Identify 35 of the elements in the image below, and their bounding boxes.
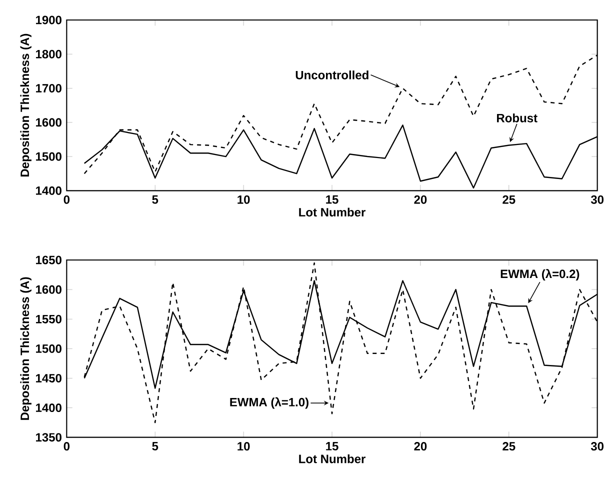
annotation: Uncontrolled [296,70,368,80]
x-tick-label: 20 [414,442,427,451]
y-tick-label: 1600 [36,285,62,294]
y-tick-label: 1500 [36,344,62,353]
x-tick-label: 0 [64,195,70,204]
x-tick-label: 25 [502,195,516,204]
x-tick-label: 5 [152,442,158,450]
x-tick-label: 30 [590,195,604,204]
annotation: EWMA (λ=0.2) [500,269,580,281]
x-tick-label: 5 [152,195,158,204]
x-axis-title: Lot Number [299,454,366,464]
y-tick-label: 1650 [36,256,62,264]
annotation: Robust [497,114,538,122]
x-tick-label: 0 [64,442,70,451]
y-tick-label: 1600 [36,118,62,127]
y-tick-label: 1350 [36,433,62,442]
y-tick-label: 1500 [36,152,62,161]
y-tick-label: 1400 [36,404,62,412]
y-axis-title: Deposition Thickness (A) [20,34,32,177]
x-axis-title: Lot Number [299,208,366,217]
x-tick-label: 15 [326,195,338,204]
x-tick-label: 30 [590,442,604,451]
y-tick-label: 1900 [36,16,62,24]
y-tick-label: 1400 [36,186,62,195]
y-axis-title: Deposition Thickness (A) [20,277,32,420]
x-tick-label: 10 [238,442,250,451]
y-tick-label: 1800 [36,50,62,58]
y-tick-label: 1700 [36,84,62,93]
y-tick-label: 1450 [36,374,62,382]
y-tick-label: 1550 [36,314,62,324]
x-tick-label: 20 [414,195,427,204]
x-tick-label: 15 [326,442,338,450]
x-tick-label: 25 [502,442,516,451]
annotation: EWMA (λ=1.0) [230,397,308,409]
x-tick-label: 10 [238,195,250,204]
